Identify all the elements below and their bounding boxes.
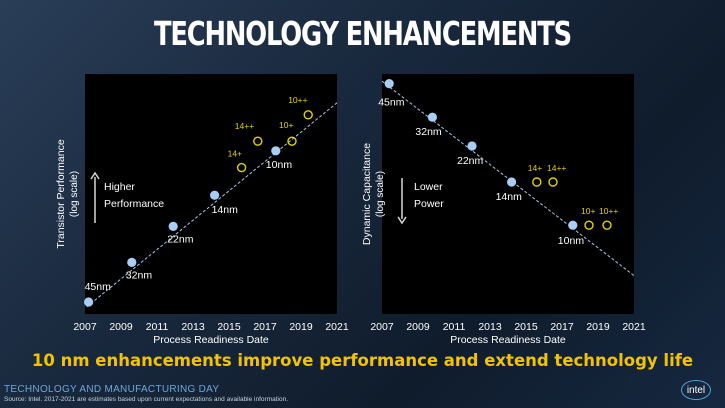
x-tick-label: 2013 [478, 321, 502, 333]
x-tick-label: 2021 [622, 321, 646, 333]
enhancement-point [584, 220, 594, 230]
x-tick-label: 2011 [146, 321, 169, 333]
node-point [568, 220, 578, 230]
enhancement-label: 14+ [528, 163, 542, 173]
node-label: 10nm [558, 235, 585, 247]
annotation-line-2: Power [414, 198, 444, 210]
x-tick-label: 2015 [217, 321, 241, 333]
node-point [210, 190, 220, 200]
node-point [271, 146, 281, 156]
event-name: TECHNOLOGY AND MANUFACTURING DAY [4, 384, 220, 395]
node-label: 45nm [85, 281, 112, 293]
x-tick-label: 2007 [370, 321, 394, 333]
x-tick-label: 2017 [253, 321, 277, 333]
enhancement-point [532, 177, 542, 187]
x-tick-label: 2009 [406, 321, 430, 333]
annotation-arrow-head [397, 216, 407, 225]
annotation-line-2: Performance [104, 198, 164, 210]
node-point [384, 79, 394, 89]
annotation-line-1: Higher [104, 181, 135, 193]
node-label: 22nm [167, 233, 194, 245]
x-axis-title: Process Readiness Date [153, 334, 269, 346]
node-point [127, 257, 137, 267]
source-note: Source: Intel. 2017-2021 are estimates b… [4, 396, 289, 403]
x-tick-label: 2009 [109, 321, 133, 333]
enhancement-point [287, 136, 297, 146]
node-point [427, 112, 437, 122]
y-axis-title: Transistor Performance [55, 139, 67, 248]
node-label: 22nm [457, 155, 484, 167]
y-axis-subtitle: (log scale) [375, 171, 386, 217]
x-tick-label: 2021 [325, 321, 349, 333]
x-tick-label: 2017 [550, 321, 574, 333]
intel-logo: intel [681, 380, 711, 400]
node-label: 14nm [496, 191, 523, 203]
node-point [168, 221, 178, 231]
slide-title: TECHNOLOGY ENHANCEMENTS [153, 14, 572, 53]
trend-line [86, 102, 338, 308]
x-tick-label: 2007 [73, 321, 97, 333]
annotation-line-1: Lower [414, 181, 443, 193]
enhancement-point [236, 162, 247, 173]
y-axis-title: Dynamic Capacitance [361, 143, 373, 245]
enhancement-label: 10+ [279, 120, 293, 130]
node-point [467, 141, 477, 151]
enhancement-point [602, 220, 612, 230]
enhancement-label: 10++ [599, 206, 618, 216]
node-point [507, 177, 517, 187]
enhancement-label: 10+ [581, 206, 595, 216]
enhancement-point [548, 177, 558, 187]
plot-area [382, 74, 634, 314]
y-axis-subtitle: (log scale) [69, 171, 80, 217]
x-tick-label: 2019 [289, 321, 313, 333]
x-tick-label: 2013 [181, 321, 205, 333]
slide-subtitle: 10 nm enhancements improve performance a… [31, 351, 694, 370]
enhancement-label: 14++ [547, 163, 566, 173]
annotation-arrow-head [90, 171, 100, 180]
enhancement-point [303, 110, 313, 120]
x-tick-label: 2019 [586, 321, 610, 333]
enhancement-point [253, 136, 263, 146]
node-label: 32nm [415, 126, 442, 138]
node-label: 32nm [126, 269, 153, 281]
node-label: 10nm [266, 159, 293, 171]
x-tick-label: 2015 [514, 321, 538, 333]
node-point [84, 297, 94, 307]
x-axis-title: Process Readiness Date [450, 334, 566, 346]
node-label: 14nm [212, 204, 239, 216]
node-label: 45nm [378, 97, 405, 109]
x-tick-label: 2011 [443, 321, 466, 333]
enhancement-label: 14+ [228, 149, 242, 159]
enhancement-label: 14++ [235, 121, 254, 131]
trend-line [381, 80, 635, 276]
enhancement-label: 10++ [288, 95, 307, 105]
